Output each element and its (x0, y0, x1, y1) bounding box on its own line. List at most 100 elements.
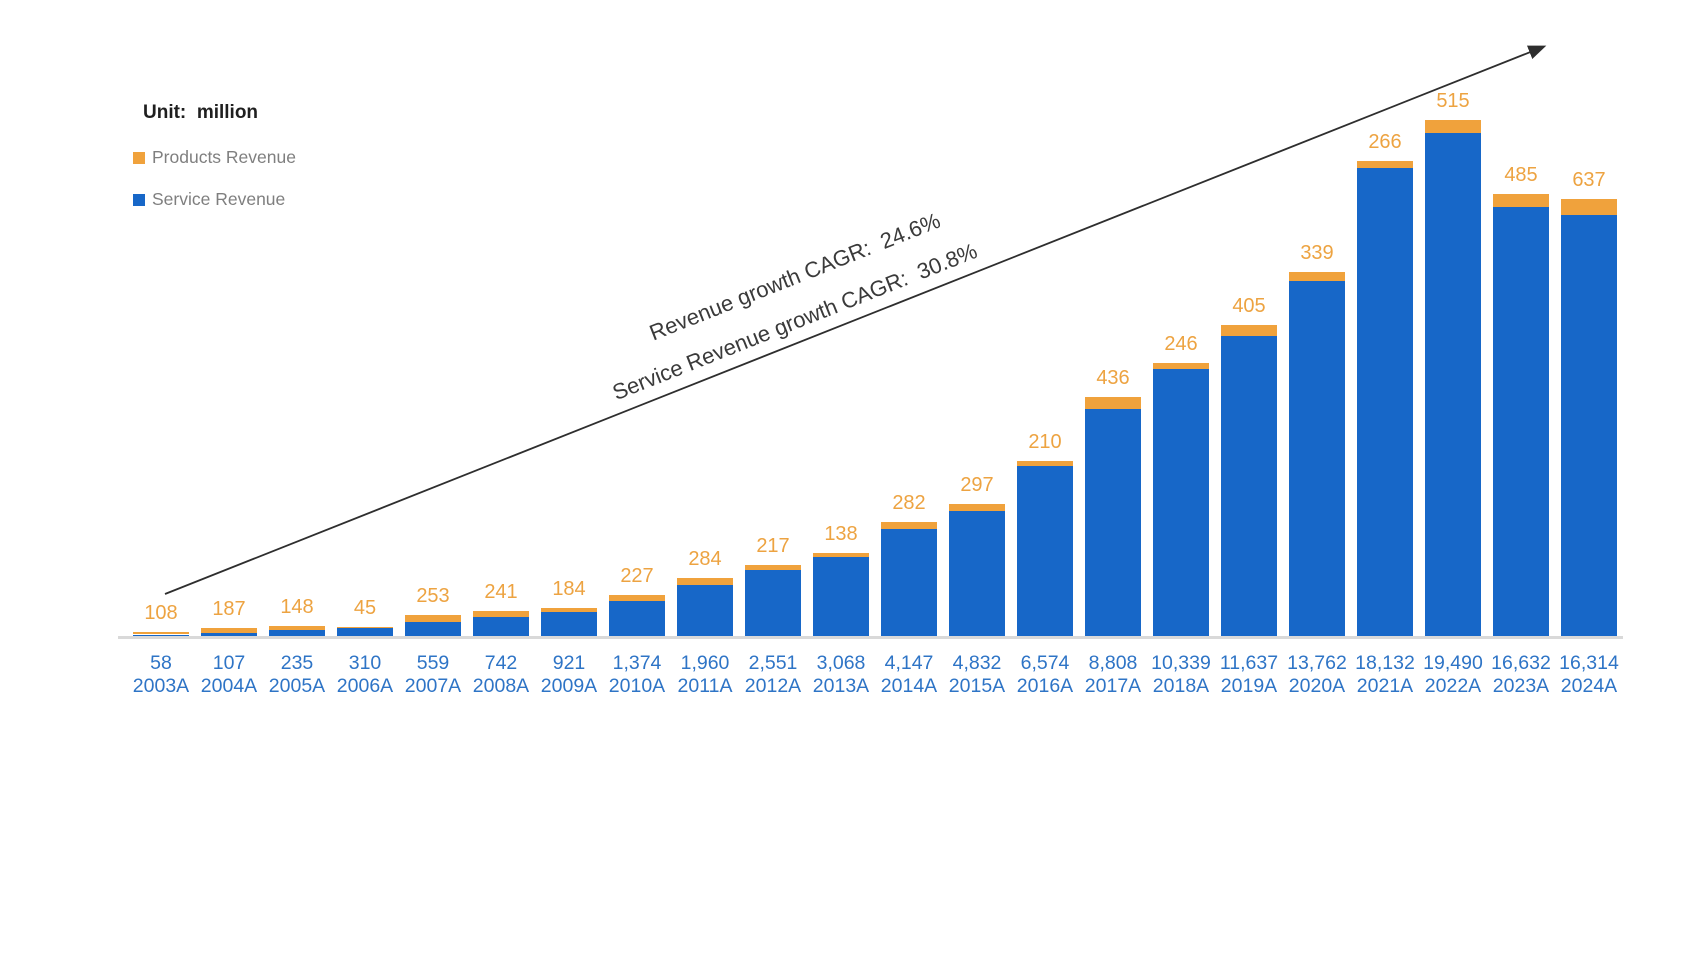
products-revenue-bar (745, 564, 801, 571)
service-revenue-bar (405, 621, 461, 636)
products-revenue-swatch-icon (133, 151, 145, 164)
products-value-label: 148 (280, 596, 314, 619)
products-revenue-bar (677, 578, 733, 586)
products-revenue-bar (1153, 362, 1209, 370)
products-value-label: 108 (144, 601, 178, 624)
legend-label-products-revenue: Products Revenue (152, 147, 296, 167)
products-value-label: 405 (1232, 295, 1266, 318)
products-value-label: 282 (892, 491, 926, 514)
products-value-label: 210 (1028, 430, 1062, 453)
products-revenue-bar (881, 521, 937, 529)
service-revenue-bar (1085, 408, 1141, 636)
service-value-label: 6,574 (1020, 652, 1070, 674)
service-revenue-bar (1561, 214, 1617, 636)
products-revenue-bar (1493, 194, 1549, 207)
service-revenue-bar (473, 616, 529, 636)
products-revenue-bar (949, 503, 1005, 512)
service-revenue-bar (1425, 133, 1481, 636)
service-revenue-swatch-icon (133, 193, 145, 206)
products-value-label: 297 (960, 473, 994, 496)
products-value-label: 339 (1300, 242, 1334, 265)
legend-item-products-revenue: Products Revenue (133, 147, 296, 168)
service-value-label: 107 (212, 652, 246, 674)
products-value-label: 266 (1368, 131, 1402, 154)
service-value-label: 3,068 (816, 652, 866, 674)
service-value-label: 310 (348, 652, 382, 674)
service-revenue-bar (1289, 280, 1345, 636)
products-value-label: 253 (416, 585, 450, 607)
products-revenue-bar (269, 626, 325, 630)
service-value-label: 19,490 (1423, 652, 1483, 674)
year-label: 2017A (1084, 675, 1142, 697)
products-revenue-bar (1289, 272, 1345, 281)
year-label: 2015A (948, 675, 1006, 697)
products-value-label: 241 (484, 580, 518, 603)
year-label: 2021A (1356, 675, 1414, 697)
products-revenue-bar (133, 631, 189, 635)
service-value-label: 235 (280, 652, 314, 674)
service-revenue-bar (881, 529, 937, 636)
service-value-label: 4,147 (884, 652, 934, 674)
service-revenue-bar (1153, 369, 1209, 636)
year-label: 2005A (268, 675, 326, 697)
service-revenue-bar (677, 585, 733, 636)
unit-label: Unit: million (143, 102, 259, 123)
products-value-label: 515 (1436, 89, 1470, 112)
service-value-label: 4,832 (952, 652, 1002, 674)
year-label: 2006A (336, 675, 394, 697)
products-value-label: 45 (353, 596, 377, 619)
year-label: 2013A (812, 675, 870, 697)
products-value-label: 284 (688, 548, 722, 571)
service-revenue-bar (1493, 206, 1549, 636)
service-revenue-bar (337, 628, 393, 636)
products-value-label: 217 (756, 534, 790, 557)
service-value-label: 921 (552, 652, 586, 674)
year-label: 2019A (1220, 675, 1278, 697)
service-value-label: 2,551 (748, 652, 798, 674)
year-label: 2003A (132, 675, 190, 697)
products-value-label: 184 (552, 577, 586, 600)
year-label: 2011A (677, 675, 733, 697)
year-label: 2012A (744, 675, 802, 697)
service-revenue-bar (269, 629, 325, 636)
service-value-label: 1,960 (680, 652, 730, 674)
products-revenue-bar (473, 610, 529, 617)
products-value-label: 138 (824, 523, 858, 546)
service-value-label: 11,637 (1219, 652, 1279, 674)
service-revenue-bar (949, 511, 1005, 636)
products-value-label: 637 (1572, 168, 1606, 191)
year-label: 2007A (404, 675, 462, 697)
service-value-label: 1,374 (612, 652, 662, 674)
service-value-label: 13,762 (1287, 652, 1347, 674)
year-label: 2009A (540, 675, 598, 697)
service-revenue-bar (1017, 466, 1073, 636)
year-label: 2008A (472, 675, 530, 697)
products-value-label: 187 (212, 598, 246, 621)
service-revenue-bar (133, 634, 189, 636)
year-label: 2016A (1016, 675, 1074, 697)
year-label: 2004A (200, 675, 258, 697)
service-revenue-bar (1221, 335, 1277, 636)
products-revenue-bar (1425, 119, 1481, 133)
year-label: 2024A (1560, 675, 1618, 697)
service-revenue-bar (745, 570, 801, 636)
products-revenue-bar (541, 607, 597, 613)
products-value-label: 227 (620, 564, 654, 587)
service-value-label: 8,808 (1088, 652, 1138, 674)
products-revenue-bar (1221, 325, 1277, 336)
service-value-label: 10,339 (1151, 652, 1211, 674)
x-axis-baseline (118, 636, 1623, 639)
legend-label-service-revenue: Service Revenue (152, 189, 286, 209)
products-revenue-bar (813, 553, 869, 557)
year-label: 2022A (1424, 675, 1482, 697)
year-label: 2023A (1492, 675, 1550, 697)
service-value-label: 16,632 (1491, 652, 1551, 674)
service-revenue-bar (813, 556, 869, 636)
year-label: 2020A (1288, 675, 1346, 697)
year-label: 2018A (1152, 675, 1210, 697)
service-revenue-bar (201, 633, 257, 636)
service-value-label: 18,132 (1355, 652, 1415, 674)
service-value-label: 58 (150, 652, 172, 674)
